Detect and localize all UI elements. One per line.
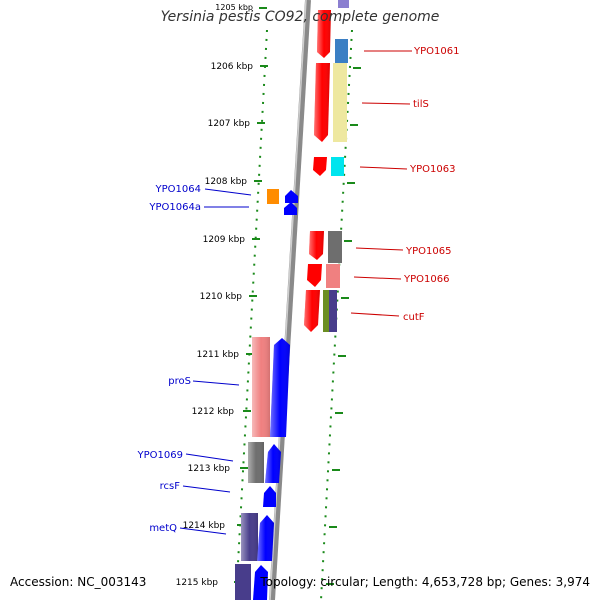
gene-block-darkslateblue-2 [235, 564, 251, 600]
gene-block-cyan [331, 157, 344, 176]
forward-leader-lines [179, 188, 252, 535]
scale-tick-label: 1210 kbp [200, 292, 243, 302]
gene-block-slateblue [329, 290, 337, 332]
gene-arrow-ypo1064[interactable] [285, 190, 298, 203]
gene-block-dimgray [328, 231, 342, 263]
gene-block-orange [267, 189, 279, 204]
gene-label-ypo1064[interactable]: YPO1064 [155, 184, 201, 195]
scale-tick-label: 1214 kbp [183, 521, 226, 531]
reverse-leader-lines [350, 50, 412, 317]
topology-text: Topology: circular; Length: 4,653,728 bp… [260, 575, 590, 589]
gene-arrow-ypo1063[interactable] [313, 157, 327, 176]
gene-label-ypo1064a[interactable]: YPO1064a [148, 202, 201, 213]
gene-label-ypo1061[interactable]: YPO1061 [413, 46, 459, 57]
scale-tick-label: 1206 kbp [211, 62, 254, 72]
scale-tick-label: 1212 kbp [192, 407, 235, 417]
gene-label-pros[interactable]: proS [168, 376, 191, 387]
gene-label-rcsf[interactable]: rcsF [160, 481, 181, 492]
gene-label-ypo1063[interactable]: YPO1063 [409, 164, 455, 175]
scale-tick-label: 1215 kbp [176, 578, 219, 588]
gene-block-olive [323, 290, 329, 332]
scale-tick-label: 1213 kbp [188, 464, 231, 474]
gene-label-ypo1065[interactable]: YPO1065 [405, 246, 451, 257]
scale-tick-label: 1205 kbp [215, 3, 253, 12]
genome-backbone-highlight [269, 0, 307, 600]
genome-title: Yersinia pestis CO92, complete genome [160, 9, 440, 25]
reverse-strand-genes [304, 0, 349, 332]
scale-tick-label: 1209 kbp [203, 235, 246, 245]
gene-label-tils[interactable]: tilS [413, 99, 429, 110]
scale-tick-label: 1208 kbp [205, 177, 248, 187]
genome-backbone [269, 0, 311, 600]
gene-label-ypo1069[interactable]: YPO1069 [137, 450, 183, 461]
gene-arrow-rcsf[interactable] [263, 486, 276, 507]
gene-label-ypo1066[interactable]: YPO1066 [403, 274, 449, 285]
gene-block-steelblue [335, 39, 348, 63]
gene-arrow-ypo1064a[interactable] [284, 202, 297, 215]
gene-block-khaki [333, 63, 347, 142]
gene-arrow-bottom [253, 565, 268, 600]
gene-block-purple-top [338, 0, 349, 8]
gene-label-cutf[interactable]: cutF [403, 312, 425, 323]
accession-text: Accession: NC_003143 [10, 575, 147, 589]
gene-block-salmon [326, 264, 340, 288]
gene-label-metq[interactable]: metQ [149, 523, 177, 534]
forward-strand-genes [235, 189, 298, 600]
scale-tick-label: 1207 kbp [208, 119, 251, 129]
gene-arrow-ypo1066[interactable] [307, 264, 322, 287]
scale-tick-label: 1211 kbp [197, 350, 240, 360]
